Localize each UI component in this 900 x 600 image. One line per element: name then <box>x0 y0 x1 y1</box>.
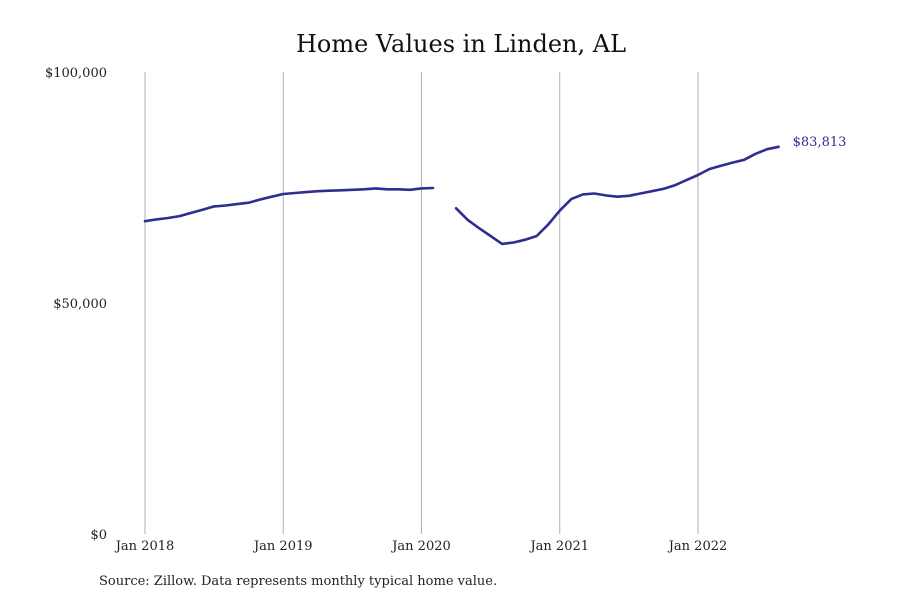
grid-lines <box>144 72 699 534</box>
series-line-segment <box>143 186 435 223</box>
end-value-label: $83,813 <box>793 135 847 150</box>
x-axis-ticks: Jan 2018 Jan 2019 Jan 2020 Jan 2021 Jan 2022 <box>114 539 728 554</box>
y-tick-label: $0 <box>90 528 107 543</box>
x-tick-label: Jan 2021 <box>528 539 589 554</box>
x-tick-label: Jan 2018 <box>114 539 175 554</box>
series-line <box>143 145 780 246</box>
x-tick-label: Jan 2020 <box>390 539 451 554</box>
source-note: Source: Zillow. Data represents monthly … <box>99 574 497 589</box>
y-axis-ticks: $0 $50,000 $100,000 <box>45 66 107 543</box>
series-line-segment <box>454 145 780 246</box>
chart-title: Home Values in Linden, AL <box>296 30 626 58</box>
y-tick-label: $100,000 <box>45 66 107 81</box>
x-tick-label: Jan 2019 <box>252 539 313 554</box>
y-tick-label: $50,000 <box>53 297 107 312</box>
x-tick-label: Jan 2022 <box>667 539 728 554</box>
